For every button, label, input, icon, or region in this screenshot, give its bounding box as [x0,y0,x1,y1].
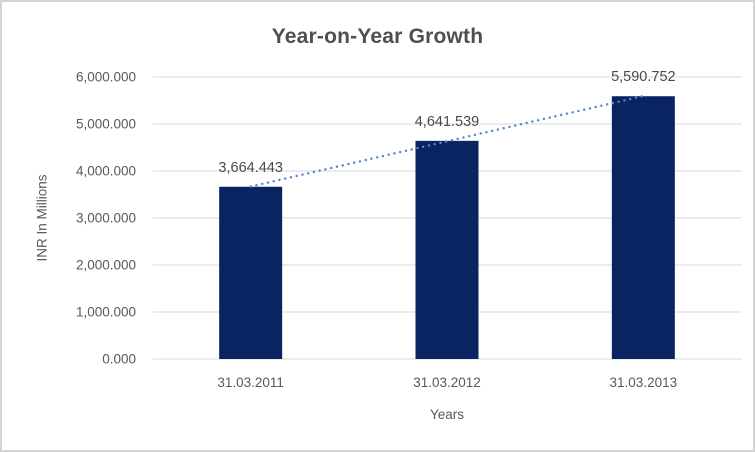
y-tick-label: 3,000.000 [76,211,136,226]
bar-3 [611,96,675,360]
x-tick-label: 31.03.2013 [610,375,678,390]
bar-value-label: 4,641.539 [415,114,480,130]
x-tick-label: 31.03.2011 [217,375,284,390]
y-tick-label: 0.000 [102,352,136,367]
chart-title: Year-on-Year Growth [271,25,484,48]
bar-2 [415,140,479,359]
x-axis-title: Years [429,407,465,422]
bar-value-label: 3,664.443 [218,160,283,176]
bar-1 [219,186,283,359]
y-tick-label: 5,000.000 [76,117,136,132]
y-tick-label: 6,000.000 [76,70,136,85]
y-tick-label: 1,000.000 [76,305,136,320]
x-tick-label: 31.03.2012 [413,375,481,390]
bar-value-label: 5,590.752 [611,69,676,85]
y-tick-label: 2,000.000 [76,258,136,273]
y-tick-label: 4,000.000 [76,164,136,179]
trendline [249,94,645,188]
